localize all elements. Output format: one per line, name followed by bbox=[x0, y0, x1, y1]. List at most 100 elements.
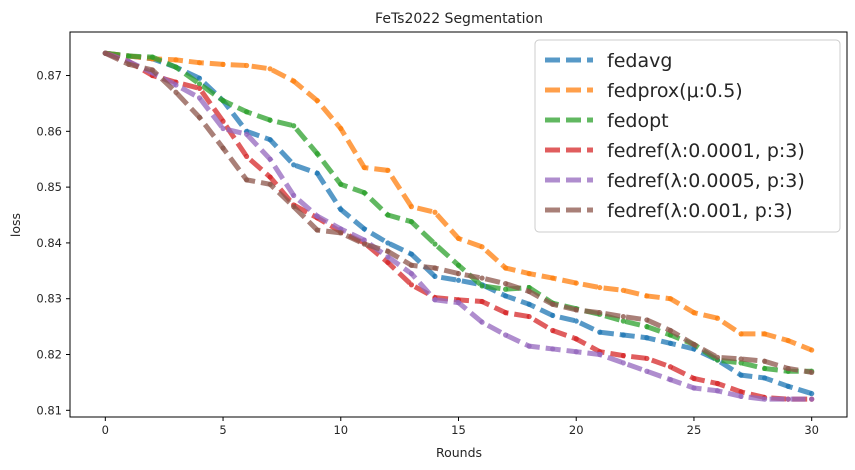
x-tick-label: 20 bbox=[569, 423, 584, 437]
legend-label: fedref(λ:0.001, p:3) bbox=[607, 200, 793, 222]
data-point bbox=[267, 137, 273, 143]
data-point bbox=[173, 89, 179, 95]
data-point bbox=[220, 118, 226, 124]
data-point bbox=[691, 341, 697, 348]
data-point bbox=[714, 315, 721, 321]
data-point bbox=[267, 117, 273, 123]
data-point bbox=[338, 125, 344, 132]
legend-label: fedref(λ:0.0001, p:3) bbox=[607, 140, 805, 162]
data-point bbox=[126, 53, 132, 59]
legend-entry: fedref(λ:0.001, p:3) bbox=[545, 200, 793, 222]
data-point bbox=[267, 174, 273, 180]
data-point bbox=[149, 54, 156, 60]
data-point bbox=[550, 346, 556, 352]
x-axis: 0 5 10 15 20 25 30 bbox=[102, 417, 819, 437]
data-point bbox=[738, 372, 744, 378]
data-point bbox=[243, 62, 250, 69]
data-point bbox=[550, 327, 556, 334]
data-point bbox=[502, 281, 509, 287]
legend-box bbox=[534, 39, 841, 233]
series-2 bbox=[102, 50, 815, 353]
data-point bbox=[761, 331, 768, 337]
data-point bbox=[502, 293, 509, 299]
data-point bbox=[243, 177, 250, 183]
y-tick-label: 0.84 bbox=[36, 236, 62, 250]
y-axis-label: loss bbox=[8, 213, 23, 237]
data-point bbox=[267, 66, 273, 72]
data-point bbox=[809, 347, 815, 353]
data-point bbox=[526, 313, 532, 320]
data-point bbox=[785, 383, 791, 389]
data-point bbox=[573, 349, 579, 355]
data-point bbox=[385, 259, 391, 266]
data-point bbox=[738, 389, 744, 395]
data-point bbox=[196, 95, 203, 101]
data-point bbox=[714, 354, 721, 360]
x-tick-label: 15 bbox=[451, 423, 466, 437]
data-point bbox=[408, 204, 415, 210]
data-point bbox=[126, 61, 132, 67]
data-point bbox=[314, 170, 320, 176]
x-tick-label: 25 bbox=[687, 423, 702, 437]
y-tick-label: 0.87 bbox=[36, 69, 62, 83]
data-point bbox=[761, 365, 768, 372]
legend-label: fedopt bbox=[607, 110, 669, 132]
data-point bbox=[220, 125, 226, 132]
data-point bbox=[291, 204, 297, 210]
data-point bbox=[196, 75, 203, 81]
data-point bbox=[385, 254, 391, 260]
data-point bbox=[314, 213, 320, 219]
data-point bbox=[102, 50, 108, 56]
data-point bbox=[432, 209, 438, 215]
data-point bbox=[620, 287, 626, 293]
data-point bbox=[361, 190, 367, 196]
data-point bbox=[455, 262, 462, 268]
data-point bbox=[408, 262, 415, 268]
data-point bbox=[338, 181, 344, 187]
data-point bbox=[408, 219, 415, 225]
legend-label: fedref(λ:0.0005, p:3) bbox=[607, 170, 805, 192]
legend-entry: fedavg bbox=[545, 50, 672, 72]
x-axis-label: Rounds bbox=[436, 445, 482, 460]
data-point bbox=[714, 388, 721, 394]
legend-entry: fedref(λ:0.0001, p:3) bbox=[545, 140, 805, 162]
data-point bbox=[761, 375, 768, 381]
data-point bbox=[243, 109, 250, 115]
data-point bbox=[573, 307, 579, 313]
data-point bbox=[196, 85, 203, 91]
data-point bbox=[361, 237, 367, 243]
data-point bbox=[267, 181, 273, 187]
legend-entry: fedref(λ:0.0005, p:3) bbox=[545, 170, 805, 192]
data-point bbox=[691, 375, 697, 382]
data-point bbox=[526, 343, 532, 349]
data-point bbox=[196, 114, 203, 120]
data-point bbox=[573, 336, 579, 342]
data-point bbox=[502, 310, 509, 316]
data-point bbox=[667, 296, 674, 302]
data-point bbox=[550, 301, 556, 307]
y-tick-label: 0.82 bbox=[36, 348, 62, 362]
data-point bbox=[408, 282, 415, 288]
data-point bbox=[385, 212, 391, 218]
data-point bbox=[361, 241, 367, 247]
data-point bbox=[479, 298, 485, 305]
data-point bbox=[314, 98, 320, 104]
data-point bbox=[455, 271, 462, 277]
data-point bbox=[620, 318, 626, 324]
chart-title: FeTs2022 Segmentation bbox=[375, 11, 543, 27]
data-point bbox=[149, 67, 156, 73]
data-point bbox=[385, 167, 391, 173]
data-point bbox=[338, 230, 344, 236]
data-point bbox=[809, 396, 815, 402]
data-point bbox=[196, 81, 203, 87]
data-point bbox=[385, 240, 391, 246]
series-6 bbox=[102, 50, 815, 375]
data-point bbox=[455, 300, 462, 306]
data-point bbox=[314, 227, 320, 233]
data-point bbox=[691, 385, 697, 391]
data-point bbox=[455, 277, 462, 283]
data-point bbox=[408, 271, 415, 277]
data-point bbox=[526, 301, 532, 307]
data-point bbox=[809, 390, 815, 397]
